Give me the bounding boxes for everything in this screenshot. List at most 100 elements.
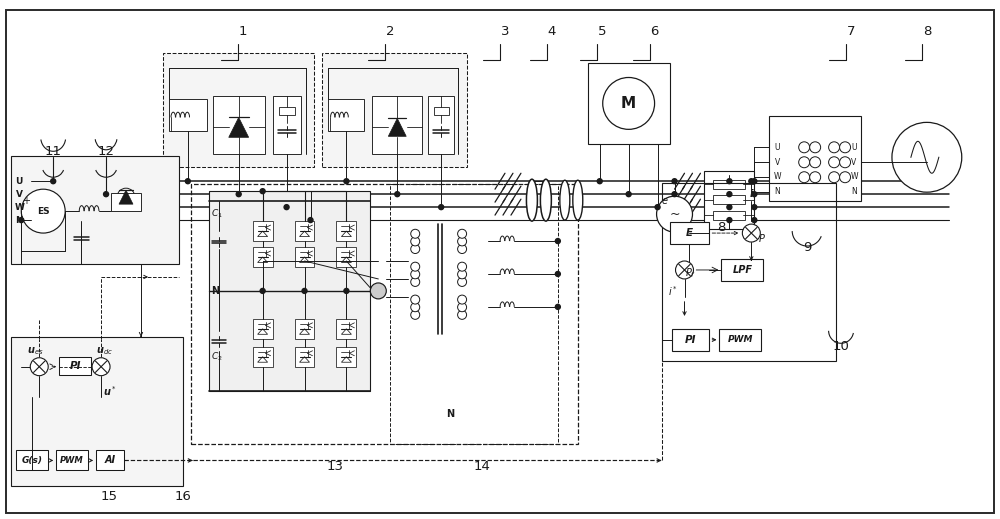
Bar — [16, 450, 48, 470]
Circle shape — [597, 179, 602, 184]
Circle shape — [458, 303, 467, 312]
Text: AI: AI — [104, 456, 116, 466]
Text: U: U — [775, 143, 780, 152]
Text: $\boldsymbol{u}_{dc}$: $\boldsymbol{u}_{dc}$ — [96, 345, 113, 357]
Text: $P_f$: $P_f$ — [685, 266, 696, 280]
Circle shape — [752, 179, 757, 184]
Circle shape — [411, 244, 420, 253]
Text: PWM: PWM — [728, 335, 753, 344]
Circle shape — [260, 189, 265, 194]
Bar — [704, 171, 754, 229]
Circle shape — [752, 217, 757, 223]
Text: 9: 9 — [803, 240, 811, 254]
Circle shape — [829, 172, 840, 183]
Text: V: V — [16, 189, 23, 199]
Circle shape — [411, 310, 420, 319]
Bar — [672, 329, 709, 351]
Text: ES: ES — [37, 207, 50, 215]
Circle shape — [308, 217, 313, 223]
Circle shape — [51, 179, 56, 184]
Circle shape — [672, 179, 677, 184]
Bar — [336, 347, 356, 367]
Circle shape — [30, 358, 48, 376]
Text: W: W — [774, 172, 781, 181]
Text: N: N — [446, 408, 454, 419]
Circle shape — [829, 157, 840, 168]
Ellipse shape — [560, 180, 570, 220]
Circle shape — [411, 237, 420, 246]
Text: 7: 7 — [847, 25, 855, 38]
Circle shape — [458, 310, 467, 319]
Bar — [670, 222, 709, 244]
Text: PWM: PWM — [60, 456, 84, 465]
Text: V: V — [775, 158, 780, 167]
Text: M: M — [621, 96, 636, 111]
Circle shape — [411, 229, 420, 238]
Circle shape — [626, 192, 631, 197]
Text: 13: 13 — [327, 460, 344, 473]
Text: LPF: LPF — [732, 265, 752, 275]
Bar — [59, 357, 91, 375]
Text: 5: 5 — [597, 25, 606, 38]
Bar — [721, 259, 763, 281]
Text: V: V — [851, 158, 856, 167]
Bar — [295, 347, 314, 367]
Bar — [322, 52, 467, 167]
Bar — [295, 247, 314, 267]
Circle shape — [603, 77, 655, 129]
Circle shape — [799, 142, 810, 153]
Circle shape — [727, 179, 732, 184]
Text: G(s): G(s) — [22, 456, 43, 465]
Circle shape — [19, 217, 24, 223]
Circle shape — [411, 270, 420, 279]
Text: 10: 10 — [833, 340, 850, 353]
Text: N: N — [15, 215, 23, 225]
Circle shape — [555, 304, 560, 309]
Bar — [209, 191, 370, 391]
Text: PI: PI — [685, 335, 696, 345]
Circle shape — [727, 192, 732, 197]
Circle shape — [458, 229, 467, 238]
Polygon shape — [119, 190, 133, 204]
Circle shape — [799, 172, 810, 183]
Text: +: + — [22, 196, 30, 206]
Circle shape — [727, 217, 732, 223]
Circle shape — [302, 289, 307, 293]
Bar — [295, 221, 314, 241]
Circle shape — [104, 192, 109, 197]
Text: 4: 4 — [548, 25, 556, 38]
Text: N: N — [211, 286, 219, 296]
Text: 14: 14 — [474, 460, 490, 473]
Circle shape — [458, 270, 467, 279]
Circle shape — [810, 142, 821, 153]
Circle shape — [458, 262, 467, 271]
Text: E: E — [686, 228, 693, 238]
Text: $\boldsymbol{u}^*$: $\boldsymbol{u}^*$ — [103, 384, 117, 398]
Bar — [191, 184, 578, 444]
Circle shape — [439, 204, 444, 210]
Bar — [11, 156, 179, 264]
Circle shape — [810, 172, 821, 183]
Text: U: U — [851, 143, 857, 152]
Circle shape — [840, 172, 851, 183]
Circle shape — [370, 283, 386, 299]
Circle shape — [742, 224, 760, 242]
Bar — [428, 97, 454, 154]
Circle shape — [752, 204, 757, 210]
Circle shape — [411, 278, 420, 286]
Bar — [169, 100, 207, 131]
Text: ~: ~ — [669, 208, 680, 221]
Circle shape — [810, 157, 821, 168]
Text: 12: 12 — [98, 145, 115, 158]
Bar — [253, 319, 273, 339]
Circle shape — [749, 179, 754, 184]
Bar — [253, 221, 273, 241]
Bar — [163, 52, 314, 167]
Text: e: e — [662, 196, 668, 206]
Bar — [273, 97, 301, 154]
Circle shape — [727, 204, 732, 210]
Ellipse shape — [573, 180, 583, 220]
Circle shape — [892, 122, 962, 192]
Text: 8: 8 — [717, 221, 726, 234]
Circle shape — [676, 261, 693, 279]
